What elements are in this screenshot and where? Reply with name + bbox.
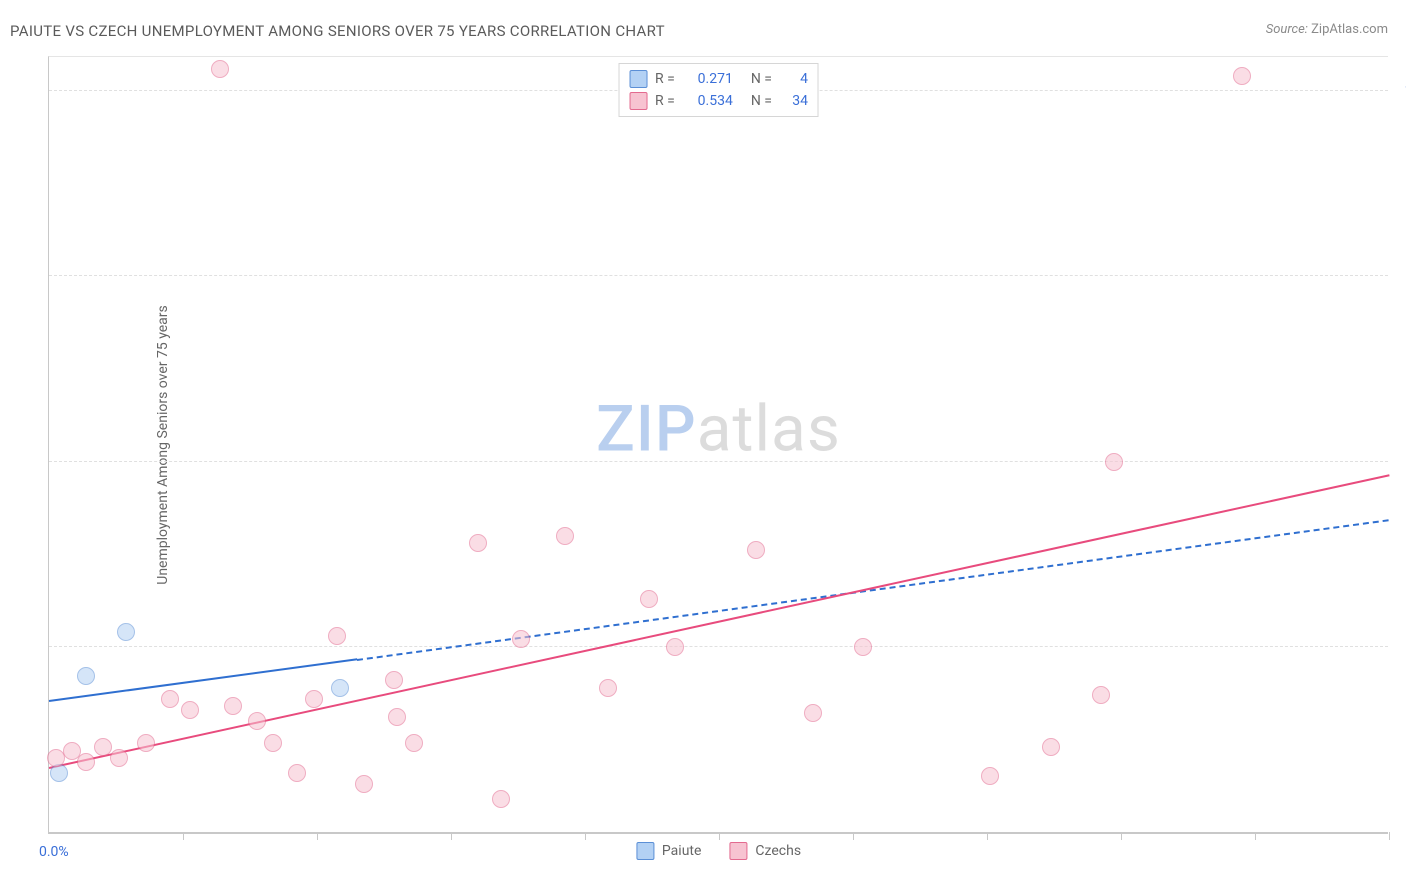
source-label: Source: xyxy=(1266,22,1308,37)
data-point xyxy=(264,734,282,752)
data-point xyxy=(1233,67,1251,85)
legend-swatch xyxy=(729,842,747,860)
x-tick xyxy=(1255,832,1256,840)
x-axis-min-label: 0.0% xyxy=(39,844,69,860)
chart-container: PAIUTE VS CZECH UNEMPLOYMENT AMONG SENIO… xyxy=(0,0,1406,892)
legend-r-value: 0.271 xyxy=(683,71,733,87)
data-point xyxy=(47,749,65,767)
legend-item: Paiute xyxy=(636,842,702,860)
chart-title: PAIUTE VS CZECH UNEMPLOYMENT AMONG SENIO… xyxy=(10,22,665,40)
data-point xyxy=(77,667,95,685)
data-point xyxy=(981,767,999,785)
grid-line xyxy=(49,461,1388,462)
x-tick xyxy=(451,832,452,840)
data-point xyxy=(181,701,199,719)
data-point xyxy=(117,623,135,641)
x-tick xyxy=(719,832,720,840)
data-point xyxy=(492,790,510,808)
watermark: ZIPatlas xyxy=(596,392,841,467)
data-point xyxy=(94,738,112,756)
data-point xyxy=(1042,738,1060,756)
data-point xyxy=(469,534,487,552)
legend-row: R = 0.271 N = 4 xyxy=(629,68,808,90)
plot-area: Unemployment Among Seniors over 75 years… xyxy=(48,56,1388,834)
data-point xyxy=(666,638,684,656)
legend-swatch xyxy=(629,92,647,110)
x-tick xyxy=(1121,832,1122,840)
data-point xyxy=(405,734,423,752)
data-point xyxy=(854,638,872,656)
legend-n-label: N = xyxy=(751,71,772,87)
source-credit: Source: ZipAtlas.com xyxy=(1266,22,1388,37)
legend-series-label: Paiute xyxy=(662,843,702,859)
series-legend: Paiute Czechs xyxy=(636,842,801,860)
data-point xyxy=(224,697,242,715)
x-tick xyxy=(987,832,988,840)
legend-n-value: 4 xyxy=(780,71,808,87)
data-point xyxy=(161,690,179,708)
watermark-zip: ZIP xyxy=(596,392,697,467)
data-point xyxy=(512,630,530,648)
legend-swatch xyxy=(629,70,647,88)
grid-line xyxy=(49,275,1388,276)
watermark-atlas: atlas xyxy=(697,392,841,467)
x-tick xyxy=(317,832,318,840)
x-tick xyxy=(585,832,586,840)
legend-r-label: R = xyxy=(655,71,675,87)
data-point xyxy=(388,708,406,726)
data-point xyxy=(747,541,765,559)
legend-n-label: N = xyxy=(751,93,772,109)
legend-r-value: 0.534 xyxy=(683,93,733,109)
data-point xyxy=(110,749,128,767)
data-point xyxy=(355,775,373,793)
data-point xyxy=(211,60,229,78)
correlation-legend: R = 0.271 N = 4 R = 0.534 N = 34 xyxy=(618,63,819,117)
legend-series-label: Czechs xyxy=(755,843,801,859)
data-point xyxy=(77,753,95,771)
data-point xyxy=(248,712,266,730)
legend-r-label: R = xyxy=(655,93,675,109)
data-point xyxy=(328,627,346,645)
data-point xyxy=(640,590,658,608)
legend-item: Czechs xyxy=(729,842,801,860)
data-point xyxy=(1105,453,1123,471)
source-name: ZipAtlas.com xyxy=(1311,22,1388,37)
x-tick xyxy=(1389,832,1390,840)
data-point xyxy=(385,671,403,689)
data-point xyxy=(137,734,155,752)
grid-line xyxy=(49,646,1388,647)
data-point xyxy=(599,679,617,697)
data-point xyxy=(1092,686,1110,704)
data-point xyxy=(556,527,574,545)
data-point xyxy=(804,704,822,722)
legend-n-value: 34 xyxy=(780,93,808,109)
data-point xyxy=(331,679,349,697)
data-point xyxy=(288,764,306,782)
legend-swatch xyxy=(636,842,654,860)
x-tick xyxy=(183,832,184,840)
legend-row: R = 0.534 N = 34 xyxy=(629,90,808,112)
plot-canvas: ZIPatlas 100.0%75.0%50.0%25.0% xyxy=(49,57,1388,832)
data-point xyxy=(305,690,323,708)
x-tick xyxy=(853,832,854,840)
